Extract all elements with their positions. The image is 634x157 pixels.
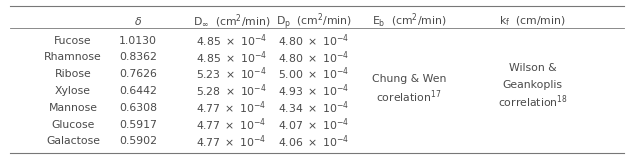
Text: $5.28\ \times\ 10^{-4}$: $5.28\ \times\ 10^{-4}$ bbox=[196, 83, 267, 99]
Text: Wilson &: Wilson & bbox=[508, 62, 557, 73]
Text: D$_\mathrm{p}$  (cm$^2$/min): D$_\mathrm{p}$ (cm$^2$/min) bbox=[276, 11, 352, 32]
Text: $4.06\ \times\ 10^{-4}$: $4.06\ \times\ 10^{-4}$ bbox=[278, 133, 349, 150]
Text: $4.93\ \times\ 10^{-4}$: $4.93\ \times\ 10^{-4}$ bbox=[278, 83, 349, 99]
Text: k$_\mathrm{f}$  (cm/min): k$_\mathrm{f}$ (cm/min) bbox=[500, 14, 566, 28]
Text: $5.00\ \times\ 10^{-4}$: $5.00\ \times\ 10^{-4}$ bbox=[278, 66, 349, 82]
Text: Galactose: Galactose bbox=[46, 136, 100, 146]
Text: Fucose: Fucose bbox=[54, 36, 92, 46]
Text: correlation$^{18}$: correlation$^{18}$ bbox=[498, 94, 567, 110]
Text: 0.6442: 0.6442 bbox=[119, 86, 157, 96]
Text: $\delta$: $\delta$ bbox=[134, 15, 142, 27]
Text: 0.5917: 0.5917 bbox=[119, 119, 157, 130]
Text: $5.23\ \times\ 10^{-4}$: $5.23\ \times\ 10^{-4}$ bbox=[196, 66, 267, 82]
Text: E$_\mathrm{b}$  (cm$^2$/min): E$_\mathrm{b}$ (cm$^2$/min) bbox=[372, 12, 446, 30]
Text: Rhamnose: Rhamnose bbox=[44, 52, 102, 62]
Text: Xylose: Xylose bbox=[55, 86, 91, 96]
Text: 0.6308: 0.6308 bbox=[119, 103, 157, 113]
Text: Chung & Wen: Chung & Wen bbox=[372, 73, 446, 84]
Text: $4.80\ \times\ 10^{-4}$: $4.80\ \times\ 10^{-4}$ bbox=[278, 49, 349, 66]
Text: Ribose: Ribose bbox=[55, 69, 91, 79]
Text: 0.5902: 0.5902 bbox=[119, 136, 157, 146]
Text: 1.0130: 1.0130 bbox=[119, 36, 157, 46]
Text: 0.8362: 0.8362 bbox=[119, 52, 157, 62]
Text: 0.7626: 0.7626 bbox=[119, 69, 157, 79]
Text: $4.80\ \times\ 10^{-4}$: $4.80\ \times\ 10^{-4}$ bbox=[278, 32, 349, 49]
Text: $4.77\ \times\ 10^{-4}$: $4.77\ \times\ 10^{-4}$ bbox=[197, 100, 266, 116]
Text: Geankoplis: Geankoplis bbox=[503, 80, 562, 90]
Text: Glucose: Glucose bbox=[51, 119, 94, 130]
Text: $4.77\ \times\ 10^{-4}$: $4.77\ \times\ 10^{-4}$ bbox=[197, 133, 266, 150]
Text: $4.34\ \times\ 10^{-4}$: $4.34\ \times\ 10^{-4}$ bbox=[278, 100, 349, 116]
Text: D$_\infty$  (cm$^2$/min): D$_\infty$ (cm$^2$/min) bbox=[193, 12, 270, 30]
Text: $4.85\ \times\ 10^{-4}$: $4.85\ \times\ 10^{-4}$ bbox=[196, 32, 267, 49]
Text: $4.07\ \times\ 10^{-4}$: $4.07\ \times\ 10^{-4}$ bbox=[278, 116, 349, 133]
Text: $4.77\ \times\ 10^{-4}$: $4.77\ \times\ 10^{-4}$ bbox=[197, 116, 266, 133]
Text: Mannose: Mannose bbox=[48, 103, 98, 113]
Text: $4.85\ \times\ 10^{-4}$: $4.85\ \times\ 10^{-4}$ bbox=[196, 49, 267, 66]
Text: corelation$^{17}$: corelation$^{17}$ bbox=[376, 88, 442, 105]
